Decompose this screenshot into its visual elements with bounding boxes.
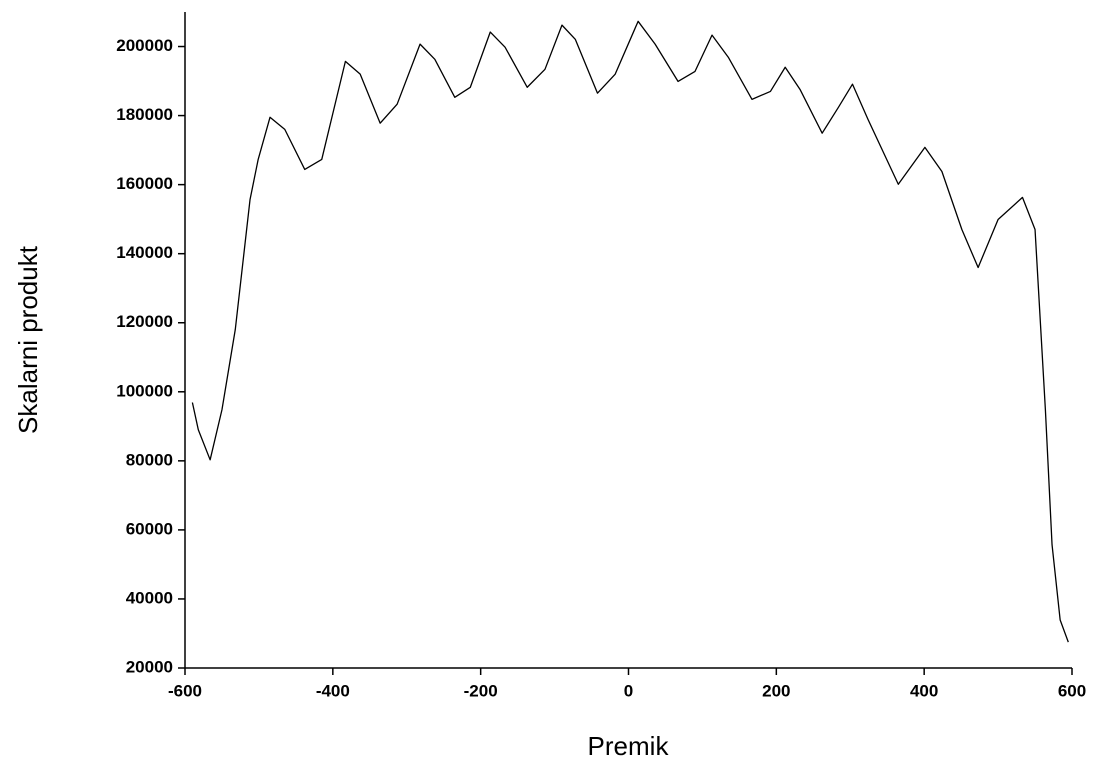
y-tick-label: 60000	[126, 519, 173, 538]
x-tick-label: -400	[316, 681, 350, 700]
x-tick-label: 600	[1058, 681, 1086, 700]
y-tick-label: 200000	[116, 36, 173, 55]
x-tick-label: 0	[624, 681, 633, 700]
x-tick-label: -600	[168, 681, 202, 700]
y-tick-label: 120000	[116, 312, 173, 331]
y-tick-label: 180000	[116, 105, 173, 124]
line-series	[191, 20, 1069, 643]
y-tick-label: 20000	[126, 657, 173, 676]
y-tick-label: 100000	[116, 381, 173, 400]
y-tick-label: 80000	[126, 450, 173, 469]
x-tick-label: 400	[910, 681, 938, 700]
y-tick-label: 40000	[126, 588, 173, 607]
y-tick-label: 140000	[116, 243, 173, 262]
y-tick-label: 160000	[116, 174, 173, 193]
y-axis-title: Skalarni produkt	[13, 245, 43, 434]
x-tick-label: 200	[762, 681, 790, 700]
x-axis-title: Premik	[588, 731, 670, 761]
x-tick-label: -200	[464, 681, 498, 700]
